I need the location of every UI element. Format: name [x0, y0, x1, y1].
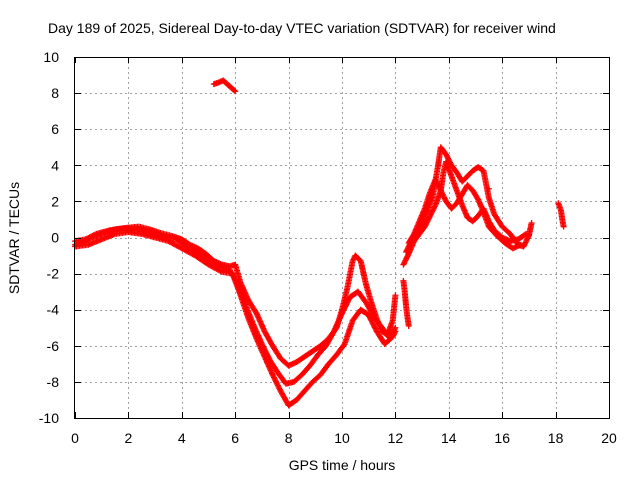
series-track-2 [72, 225, 399, 387]
axis-ticks [75, 57, 610, 419]
series-track-5 [403, 144, 535, 255]
y-tick-label: -4 [47, 302, 60, 318]
data-point [232, 88, 239, 95]
data-point [392, 328, 399, 335]
series-track-7 [210, 77, 239, 95]
x-tick-label: 16 [494, 430, 510, 446]
y-tick-label: 6 [51, 121, 59, 137]
data-point [517, 241, 524, 248]
y-tick-labels: -10 -8 -6 -4 -2 0 2 4 6 8 10 [39, 49, 59, 426]
data-point [485, 185, 492, 192]
series-track-6 [405, 176, 524, 252]
y-axis-label: SDTVAR / TECUs [6, 182, 22, 294]
x-tick-label: 10 [334, 430, 350, 446]
y-tick-label: 10 [43, 49, 59, 65]
x-axis-label: GPS time / hours [289, 457, 396, 473]
x-tick-label: 18 [548, 430, 564, 446]
data-point [231, 87, 238, 94]
x-tick-label: 12 [388, 430, 404, 446]
y-tick-label: -8 [47, 374, 60, 390]
chart-title: Day 189 of 2025, Sidereal Day-to-day VTE… [48, 20, 556, 36]
x-tick-label: 14 [441, 430, 457, 446]
x-tick-label: 2 [125, 430, 133, 446]
data-point [528, 220, 535, 227]
x-tick-label: 4 [178, 430, 186, 446]
x-tick-label: 20 [601, 430, 617, 446]
x-tick-label: 8 [285, 430, 293, 446]
y-tick-label: -6 [47, 338, 60, 354]
data-point [217, 268, 224, 275]
data-point [560, 223, 567, 230]
series-track-3 [72, 229, 399, 409]
data-point [330, 329, 337, 336]
series-track-8 [400, 185, 567, 329]
y-tick-label: 0 [51, 230, 59, 246]
x-tick-labels: 0 2 4 6 8 10 12 14 16 18 20 [71, 430, 617, 446]
series-track-4 [400, 158, 530, 268]
x-tick-label: 0 [71, 430, 79, 446]
data-point [405, 322, 412, 329]
y-tick-label: -2 [47, 266, 60, 282]
y-tick-label: 2 [51, 193, 59, 209]
chart-data-points [72, 77, 567, 409]
y-tick-label: 4 [51, 157, 59, 173]
x-tick-label: 6 [231, 430, 239, 446]
data-point [92, 231, 99, 238]
y-tick-label: -10 [39, 410, 59, 426]
y-tick-label: 8 [51, 85, 59, 101]
data-point [392, 292, 399, 299]
